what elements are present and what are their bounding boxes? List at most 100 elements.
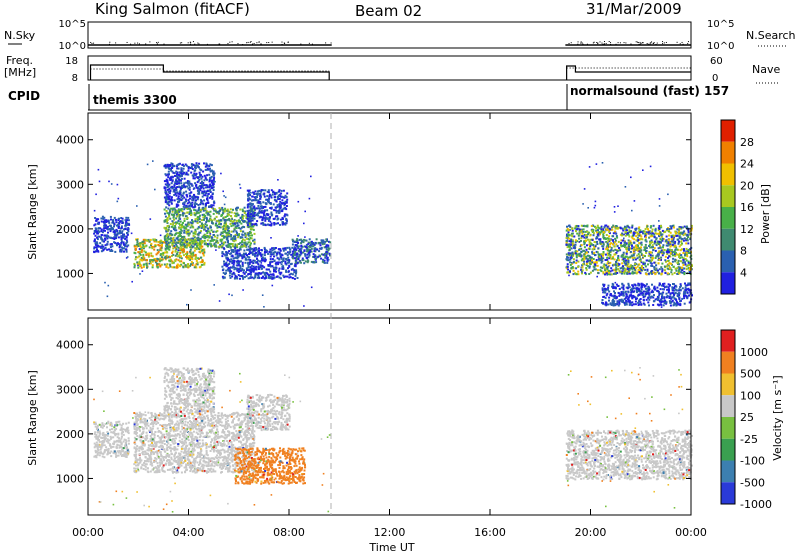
data-cell	[598, 259, 601, 262]
data-cell	[234, 223, 236, 226]
nsky-dot	[137, 42, 139, 44]
data-cell	[169, 263, 172, 266]
data-cell	[192, 195, 195, 198]
data-cell	[583, 253, 586, 256]
data-cell	[222, 243, 225, 246]
data-cell	[204, 234, 207, 237]
data-cell	[165, 165, 168, 168]
data-cell	[237, 206, 239, 209]
data-cell	[180, 171, 183, 174]
data-cell	[602, 236, 605, 239]
data-cell	[199, 261, 202, 264]
nsky-dot	[190, 42, 192, 44]
data-cell	[297, 245, 300, 248]
data-cell	[678, 256, 681, 258]
data-cell	[637, 253, 640, 256]
data-cell	[119, 250, 122, 253]
data-cell	[296, 255, 299, 258]
data-cell	[174, 233, 177, 235]
data-cell	[234, 239, 237, 242]
data-cell	[175, 241, 178, 244]
data-cell	[263, 277, 266, 280]
data-cell	[169, 223, 172, 225]
data-cell	[675, 285, 678, 288]
data-cell	[231, 273, 234, 276]
data-cell	[633, 287, 636, 290]
data-cell	[298, 238, 301, 241]
data-cell	[122, 247, 125, 250]
data-cell	[161, 241, 164, 244]
data-cell	[305, 250, 308, 253]
data-cell	[253, 196, 256, 199]
data-cell	[258, 249, 260, 252]
data-cell	[193, 174, 196, 177]
data-cell	[221, 235, 224, 237]
data-cell	[257, 275, 260, 278]
data-cell	[668, 262, 671, 264]
data-cell	[248, 234, 251, 237]
data-cell	[239, 227, 242, 230]
data-cell	[169, 199, 172, 201]
data-cell	[135, 238, 138, 241]
data-cell	[275, 200, 278, 203]
data-cell	[181, 223, 184, 226]
data-cell	[285, 205, 288, 207]
data-cell	[642, 302, 645, 305]
data-cell	[102, 229, 105, 232]
data-cell	[625, 299, 628, 302]
data-cell	[210, 179, 213, 182]
data-cell	[650, 264, 653, 267]
data-cell	[597, 226, 600, 229]
data-cell	[280, 189, 283, 192]
data-cell	[206, 184, 209, 187]
data-cell	[254, 273, 257, 276]
data-cell	[606, 266, 609, 269]
data-cell	[194, 231, 197, 234]
data-cell	[119, 248, 122, 251]
data-cell	[329, 254, 331, 257]
data-cell	[212, 212, 215, 215]
data-cell	[209, 190, 212, 193]
data-cell	[256, 257, 258, 260]
data-cell	[225, 269, 228, 272]
data-cell	[218, 245, 221, 248]
data-cell	[320, 247, 323, 250]
data-cell	[211, 239, 214, 242]
data-cell	[122, 236, 125, 239]
data-cell	[258, 210, 261, 213]
data-cell	[633, 271, 636, 274]
data-cell	[606, 249, 609, 252]
data-cell	[233, 212, 236, 215]
data-cell	[320, 241, 323, 244]
data-cell	[205, 210, 208, 213]
data-cell	[235, 268, 238, 270]
data-cell	[613, 300, 616, 303]
data-cell	[197, 226, 200, 229]
data-cell	[670, 269, 673, 271]
data-cell	[319, 255, 321, 258]
data-cell	[201, 183, 204, 186]
data-cell	[106, 237, 109, 240]
data-cell	[191, 264, 194, 266]
data-cell	[179, 192, 181, 195]
data-cell	[583, 236, 586, 239]
data-cell	[294, 265, 297, 268]
data-cell	[225, 222, 227, 225]
data-cell	[185, 173, 188, 176]
data-cell	[246, 206, 249, 209]
data-cell	[642, 298, 645, 301]
data-cell	[644, 232, 647, 235]
data-cell	[570, 252, 573, 255]
data-cell	[600, 258, 603, 261]
data-cell	[645, 226, 648, 229]
data-cell	[184, 206, 187, 209]
data-cell	[153, 245, 156, 248]
data-cell	[565, 240, 568, 242]
data-cell	[223, 264, 226, 267]
data-cell	[595, 231, 598, 234]
data-cell	[253, 223, 256, 226]
data-cell	[258, 272, 261, 274]
nsky-dot	[266, 42, 268, 44]
data-cell	[175, 222, 177, 225]
data-cell	[209, 167, 211, 170]
